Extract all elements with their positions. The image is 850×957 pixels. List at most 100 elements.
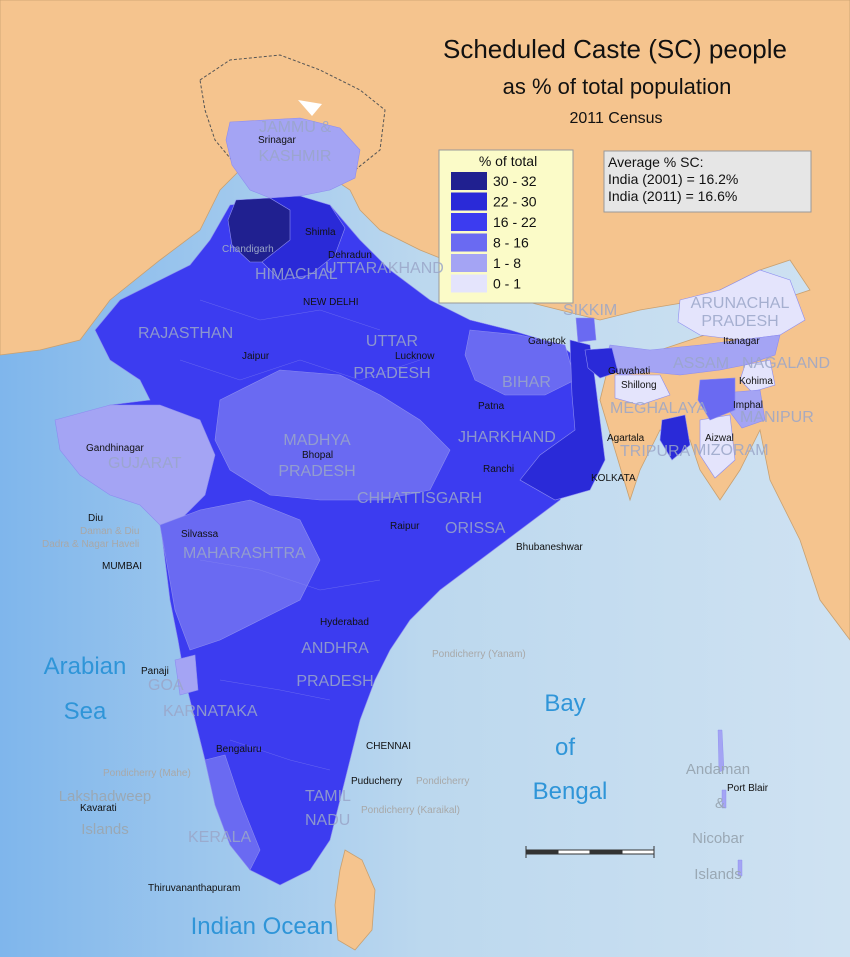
city-thiruvananthapuram: Thiruvananthapuram bbox=[148, 883, 240, 894]
sea-lakshadweep: Lakshadweep bbox=[59, 788, 152, 805]
city-puducherry: Puducherry bbox=[351, 776, 402, 787]
region-himachal bbox=[261, 195, 346, 281]
region-meghalaya bbox=[614, 374, 671, 406]
state-nagaland: NAGALAND bbox=[742, 355, 830, 372]
city-shillong: Shillong bbox=[621, 380, 657, 391]
scale-bar bbox=[525, 846, 655, 858]
city-port-blair: Port Blair bbox=[727, 783, 769, 794]
state-madhya: MADHYA bbox=[283, 432, 351, 449]
sea-sea: Sea bbox=[64, 698, 107, 725]
legend-label: 16 - 22 bbox=[493, 214, 537, 230]
city-bengaluru: Bengaluru bbox=[216, 744, 262, 755]
state-rajasthan: RAJASTHAN bbox=[138, 325, 233, 342]
state-jharkhand: JHARKHAND bbox=[458, 429, 556, 446]
legend-swatch bbox=[451, 192, 487, 211]
state-tamil: TAMIL bbox=[305, 788, 351, 805]
region-madhya bbox=[214, 369, 451, 501]
district-lines bbox=[179, 299, 421, 771]
state-meghalaya: MEGHALAYA bbox=[610, 400, 708, 417]
region-mizoram bbox=[699, 414, 736, 479]
sea-of: of bbox=[555, 734, 575, 761]
sea-islands-a: Islands bbox=[694, 866, 742, 883]
state-manipur: MANIPUR bbox=[740, 409, 814, 426]
city-daman-diu: Daman & Diu bbox=[80, 526, 139, 537]
state-sikkim: SIKKIM bbox=[563, 302, 617, 319]
kashmir-disputed-outline bbox=[199, 54, 386, 191]
state-nadu: NADU bbox=[305, 812, 350, 829]
legend-swatch bbox=[451, 274, 487, 293]
average-2011: India (2011) = 16.6% bbox=[608, 188, 737, 204]
sea-bay: Bay bbox=[544, 690, 585, 717]
city-bhopal: Bhopal bbox=[302, 450, 333, 461]
state-tripura: TRIPURA bbox=[620, 443, 691, 460]
state-maharashtra: MAHARASHTRA bbox=[183, 545, 306, 562]
city-silvassa: Silvassa bbox=[181, 529, 219, 540]
state-himachal: HIMACHAL bbox=[255, 266, 338, 283]
sea-bengal: Bengal bbox=[533, 778, 608, 805]
state-karnataka: KARNATAKA bbox=[163, 703, 258, 720]
sea-arabian: Arabian bbox=[44, 653, 127, 680]
aksai-chin-white bbox=[298, 100, 322, 116]
city-itanagar: Itanagar bbox=[723, 336, 760, 347]
city-diu: Diu bbox=[88, 513, 103, 524]
average-box: Average % SC: India (2001) = 16.2% India… bbox=[603, 150, 812, 213]
legend-label: 8 - 16 bbox=[493, 235, 529, 251]
city-gangtok: Gangtok bbox=[528, 336, 567, 347]
state-uttarakhand: UTTARAKHAND bbox=[325, 260, 444, 277]
state-goa: GOA bbox=[148, 677, 184, 694]
city-kolkata: KOLKATA bbox=[591, 473, 636, 484]
state-pradesh-ap: PRADESH bbox=[296, 673, 373, 690]
city-pondicherry: Pondicherry bbox=[416, 776, 469, 787]
state-pradesh-mp: PRADESH bbox=[278, 463, 355, 480]
legend-label: 30 - 32 bbox=[493, 173, 537, 189]
city-srinagar: Srinagar bbox=[258, 135, 296, 146]
city-aizwal: Aizwal bbox=[705, 433, 734, 444]
city-jaipur: Jaipur bbox=[242, 351, 270, 362]
legend-label: 22 - 30 bbox=[493, 194, 537, 210]
legend-heading: % of total bbox=[479, 153, 537, 169]
city-shimla: Shimla bbox=[305, 227, 336, 238]
region-tripura bbox=[659, 414, 691, 461]
city-hyderabad: Hyderabad bbox=[320, 617, 369, 628]
region-west-bengal bbox=[519, 339, 606, 501]
sri-lanka bbox=[334, 849, 376, 951]
state-bihar: BIHAR bbox=[502, 374, 551, 391]
sea-labels: Arabian Sea Bay of Bengal Indian Ocean L… bbox=[44, 653, 750, 940]
city-bhubaneshwar: Bhubaneshwar bbox=[516, 542, 583, 553]
region-nagaland bbox=[739, 359, 776, 393]
region-ne-dark bbox=[584, 347, 619, 379]
city-gandhinagar: Gandhinagar bbox=[86, 443, 144, 454]
india-regions bbox=[54, 117, 806, 886]
legend-label: 1 - 8 bbox=[493, 255, 521, 271]
city-labels: Srinagar Chandigarh Shimla Dehradun NEW … bbox=[42, 135, 773, 894]
state-jammu: JAMMU & bbox=[259, 119, 331, 136]
state-pradesh-up: PRADESH bbox=[353, 365, 430, 382]
state-assam: ASSAM bbox=[673, 355, 729, 372]
state-kashmir: KASHMIR bbox=[259, 148, 332, 165]
state-gujarat: GUJARAT bbox=[108, 455, 182, 472]
city-panaji: Panaji bbox=[141, 666, 169, 677]
city-imphal: Imphal bbox=[733, 400, 763, 411]
legend: % of total 30 - 32 22 - 30 16 - 22 8 - 16 1 … bbox=[438, 149, 574, 304]
city-pondicherry-mahe: Pondicherry (Mahe) bbox=[103, 768, 191, 779]
state-uttar: UTTAR bbox=[366, 333, 418, 350]
sea-islands-l: Islands bbox=[81, 821, 129, 838]
city-lucknow: Lucknow bbox=[395, 351, 435, 362]
city-chennai: CHENNAI bbox=[366, 741, 411, 752]
sea-indian-ocean: Indian Ocean bbox=[191, 913, 334, 940]
city-raipur: Raipur bbox=[390, 521, 420, 532]
city-dehradun: Dehradun bbox=[328, 250, 372, 261]
region-jammu-kashmir bbox=[225, 117, 361, 199]
city-agartala: Agartala bbox=[607, 433, 645, 444]
city-dadra: Dadra & Nagar Haveli bbox=[42, 539, 139, 550]
region-assam-east bbox=[697, 377, 736, 421]
city-mumbai: MUMBAI bbox=[102, 561, 142, 572]
legend-swatch bbox=[451, 254, 487, 272]
state-andhra: ANDHRA bbox=[301, 640, 369, 657]
legend-swatch bbox=[451, 233, 487, 252]
andaman-islands bbox=[717, 729, 743, 877]
state-labels: JAMMU & KASHMIR HIMACHAL UTTARAKHAND RAJ… bbox=[108, 119, 830, 846]
city-ranchi: Ranchi bbox=[483, 464, 514, 475]
sea-amp: & bbox=[715, 795, 725, 812]
region-goa bbox=[174, 654, 199, 696]
